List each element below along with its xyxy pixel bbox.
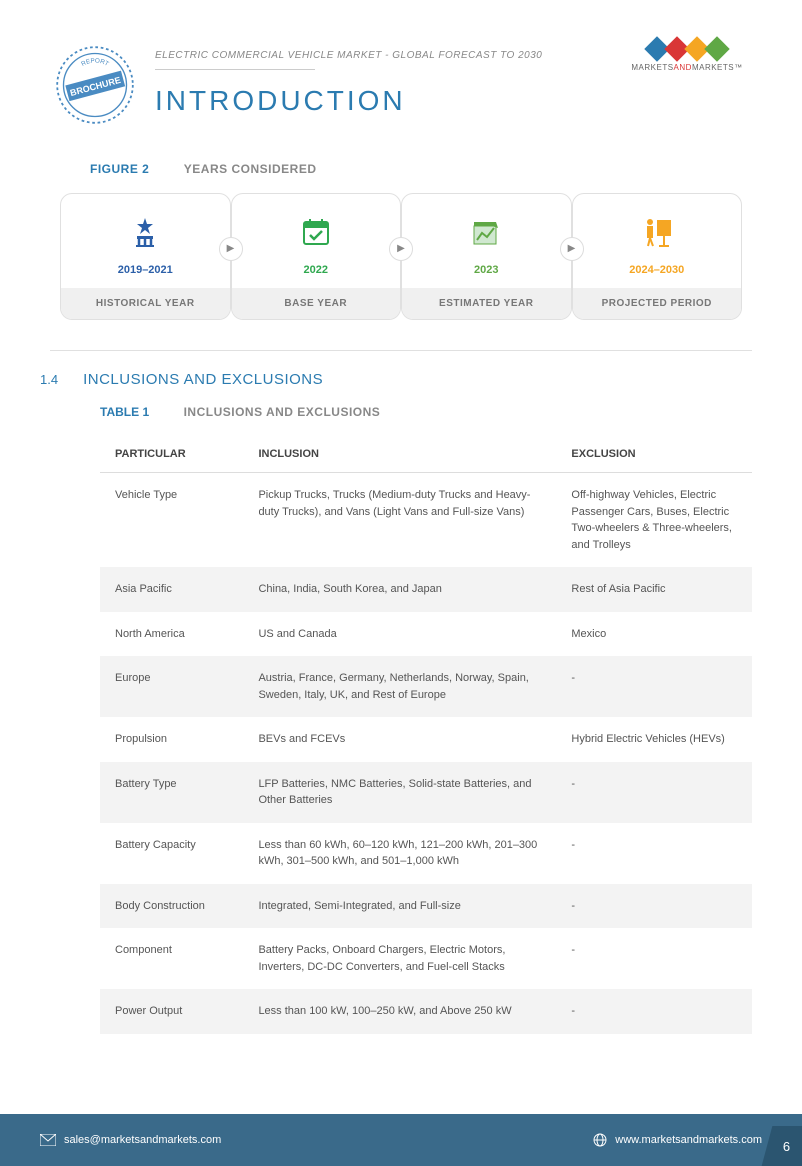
cell-exclusion: Hybrid Electric Vehicles (HEVs) xyxy=(556,717,752,762)
cell-inclusion: China, India, South Korea, and Japan xyxy=(243,567,556,612)
cell-inclusion: Austria, France, Germany, Netherlands, N… xyxy=(243,656,556,717)
col-particular: PARTICULAR xyxy=(100,436,243,473)
col-exclusion: EXCLUSION xyxy=(556,436,752,473)
figure-label: FIGURE 2 xyxy=(90,162,149,176)
figure-title: YEARS CONSIDERED xyxy=(184,162,317,176)
cell-exclusion: Rest of Asia Pacific xyxy=(556,567,752,612)
cell-exclusion: - xyxy=(556,928,752,989)
logo-tm: ™ xyxy=(734,63,743,72)
footer-email[interactable]: sales@marketsandmarkets.com xyxy=(64,1134,221,1146)
report-subtitle: ELECTRIC COMMERCIAL VEHICLE MARKET - GLO… xyxy=(155,50,607,61)
cell-particular: Component xyxy=(100,928,243,989)
page-footer: sales@marketsandmarkets.com www.marketsa… xyxy=(0,1114,802,1166)
logo-text-mid: AND xyxy=(674,63,692,72)
table-row: Asia Pacific China, India, South Korea, … xyxy=(100,567,752,612)
cell-inclusion: Less than 60 kWh, 60–120 kWh, 121–200 kW… xyxy=(243,823,556,884)
col-inclusion: INCLUSION xyxy=(243,436,556,473)
cell-particular: Vehicle Type xyxy=(100,473,243,568)
timeline-year: 2024–2030 xyxy=(573,264,742,276)
timeline-year: 2022 xyxy=(232,264,401,276)
mail-icon xyxy=(40,1134,56,1146)
timeline-label: BASE YEAR xyxy=(232,288,401,319)
svg-text:REPORT: REPORT xyxy=(80,57,110,68)
timeline-year: 2019–2021 xyxy=(61,264,230,276)
cell-particular: Power Output xyxy=(100,989,243,1034)
play-icon: ▶ xyxy=(219,237,243,261)
cell-particular: Battery Type xyxy=(100,762,243,823)
years-timeline: 2019–2021 HISTORICAL YEAR▶ 2022 BASE YEA… xyxy=(50,193,752,320)
table-row: Body Construction Integrated, Semi-Integ… xyxy=(100,884,752,929)
cell-particular: Asia Pacific xyxy=(100,567,243,612)
section-number: 1.4 xyxy=(40,372,58,387)
globe-icon xyxy=(593,1133,607,1147)
table-row: Vehicle Type Pickup Trucks, Trucks (Medi… xyxy=(100,473,752,568)
table-row: Propulsion BEVs and FCEVs Hybrid Electri… xyxy=(100,717,752,762)
table-row: North America US and Canada Mexico xyxy=(100,612,752,657)
brochure-stamp: BROCHURE REPORT xyxy=(50,40,140,130)
timeline-label: ESTIMATED YEAR xyxy=(402,288,571,319)
play-icon: ▶ xyxy=(389,237,413,261)
table-row: Battery Capacity Less than 60 kWh, 60–12… xyxy=(100,823,752,884)
section-title: INCLUSIONS AND EXCLUSIONS xyxy=(83,371,323,388)
cell-particular: Propulsion xyxy=(100,717,243,762)
footer-website[interactable]: www.marketsandmarkets.com xyxy=(615,1134,762,1146)
company-logo: MARKETSANDMARKETS™ xyxy=(622,40,752,72)
chart-icon xyxy=(402,209,571,254)
inclusions-exclusions-table: PARTICULAR INCLUSION EXCLUSION Vehicle T… xyxy=(100,436,752,1034)
cell-exclusion: Off-highway Vehicles, Electric Passenger… xyxy=(556,473,752,568)
timeline-card: 2024–2030 PROJECTED PERIOD xyxy=(572,193,743,320)
page-title: INTRODUCTION xyxy=(155,85,607,117)
cell-exclusion: - xyxy=(556,884,752,929)
table-title: INCLUSIONS AND EXCLUSIONS xyxy=(184,405,381,419)
timeline-label: HISTORICAL YEAR xyxy=(61,288,230,319)
cell-exclusion: - xyxy=(556,656,752,717)
cell-exclusion: - xyxy=(556,989,752,1034)
cell-particular: North America xyxy=(100,612,243,657)
cell-exclusion: - xyxy=(556,823,752,884)
timeline-label: PROJECTED PERIOD xyxy=(573,288,742,319)
logo-text-left: MARKETS xyxy=(631,63,673,72)
cell-particular: Europe xyxy=(100,656,243,717)
calendar-icon xyxy=(232,209,401,254)
divider xyxy=(155,69,315,70)
cell-inclusion: BEVs and FCEVs xyxy=(243,717,556,762)
timeline-year: 2023 xyxy=(402,264,571,276)
cell-inclusion: US and Canada xyxy=(243,612,556,657)
cell-exclusion: Mexico xyxy=(556,612,752,657)
present-icon xyxy=(573,209,742,254)
cell-particular: Body Construction xyxy=(100,884,243,929)
timeline-card: 2019–2021 HISTORICAL YEAR xyxy=(60,193,231,320)
table-row: Power Output Less than 100 kW, 100–250 k… xyxy=(100,989,752,1034)
cell-inclusion: LFP Batteries, NMC Batteries, Solid-stat… xyxy=(243,762,556,823)
divider xyxy=(50,350,752,351)
wizard-icon xyxy=(61,209,230,254)
table-row: Europe Austria, France, Germany, Netherl… xyxy=(100,656,752,717)
cell-inclusion: Less than 100 kW, 100–250 kW, and Above … xyxy=(243,989,556,1034)
cell-inclusion: Integrated, Semi-Integrated, and Full-si… xyxy=(243,884,556,929)
timeline-card: 2023 ESTIMATED YEAR xyxy=(401,193,572,320)
cell-inclusion: Battery Packs, Onboard Chargers, Electri… xyxy=(243,928,556,989)
table-label: TABLE 1 xyxy=(100,405,149,419)
logo-diamond xyxy=(704,36,729,61)
play-icon: ▶ xyxy=(560,237,584,261)
cell-inclusion: Pickup Trucks, Trucks (Medium-duty Truck… xyxy=(243,473,556,568)
cell-exclusion: - xyxy=(556,762,752,823)
table-row: Component Battery Packs, Onboard Charger… xyxy=(100,928,752,989)
timeline-card: 2022 BASE YEAR xyxy=(231,193,402,320)
logo-text-right: MARKETS xyxy=(692,63,734,72)
page-number: 6 xyxy=(762,1126,802,1166)
table-row: Battery Type LFP Batteries, NMC Batterie… xyxy=(100,762,752,823)
cell-particular: Battery Capacity xyxy=(100,823,243,884)
